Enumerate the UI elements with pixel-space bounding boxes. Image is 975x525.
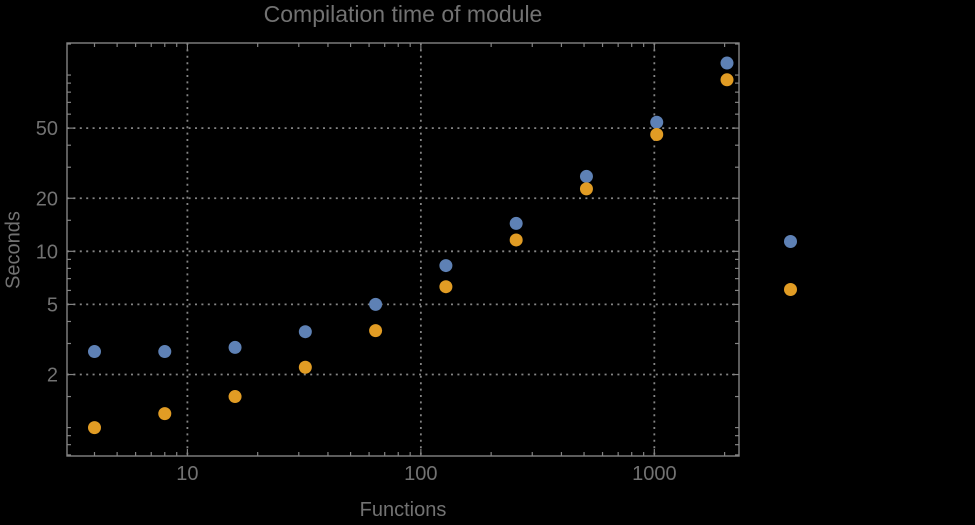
x-tick-label-10: 10 — [176, 463, 198, 485]
data-point-series-1-blue-x8 — [158, 345, 172, 359]
x-tick-label-100: 100 — [404, 463, 437, 485]
y-tick-label-50: 50 — [36, 118, 58, 140]
data-point-series-1-blue-x16 — [228, 340, 242, 354]
y-tick-label-2: 2 — [47, 365, 58, 387]
x-axis-label: Functions — [359, 499, 447, 521]
legend-marker-series-1-blue — [783, 234, 797, 248]
data-point-series-2-orange-x1024 — [650, 127, 664, 141]
data-point-series-1-blue-x2048 — [720, 56, 734, 70]
data-point-series-1-blue-x1024 — [650, 115, 664, 129]
data-point-series-2-orange-x64 — [369, 324, 383, 338]
data-point-series-2-orange-x2048 — [720, 73, 734, 87]
data-point-series-1-blue-x256 — [509, 216, 523, 230]
data-point-series-2-orange-x4 — [87, 421, 101, 435]
legend-marker-series-2-orange — [783, 282, 797, 296]
data-point-series-1-blue-x128 — [439, 259, 453, 273]
chart-title: Compilation time of module — [263, 1, 543, 27]
data-point-series-2-orange-x16 — [228, 390, 242, 404]
data-point-series-2-orange-x32 — [298, 360, 312, 374]
data-point-series-1-blue-x32 — [298, 325, 312, 339]
data-point-series-2-orange-x512 — [579, 182, 593, 196]
data-point-series-1-blue-x512 — [579, 169, 593, 183]
data-point-series-2-orange-x256 — [509, 233, 523, 247]
data-point-series-1-blue-x4 — [87, 345, 101, 359]
x-tick-label-1000: 1000 — [632, 463, 677, 485]
y-tick-label-10: 10 — [36, 241, 58, 263]
y-tick-label-5: 5 — [47, 294, 58, 316]
y-tick-label-20: 20 — [36, 188, 58, 210]
data-point-series-1-blue-x64 — [369, 297, 383, 311]
plot-frame — [66, 42, 740, 457]
data-point-series-2-orange-x128 — [439, 280, 453, 294]
data-point-series-2-orange-x8 — [158, 407, 172, 421]
